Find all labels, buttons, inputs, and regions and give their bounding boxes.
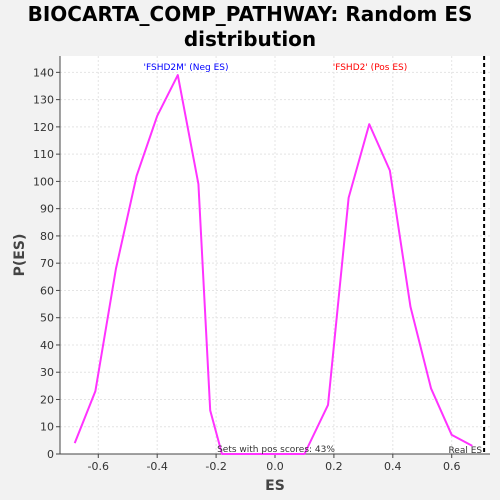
y-tick-label: 20: [40, 393, 54, 406]
annotation-layer: Real ES 'FSHD2M' (Neg ES) 'FSHD2' (Pos ES)…: [144, 56, 486, 456]
x-tick-label: 0.4: [384, 460, 402, 473]
y-tick-label: 10: [40, 421, 54, 434]
real-es-label: Real ES: [448, 446, 482, 456]
x-tick-label: -0.2: [205, 460, 226, 473]
series-layer: [73, 74, 473, 455]
y-tick-label: 140: [33, 66, 54, 79]
x-tick-label: 0.2: [325, 460, 343, 473]
y-axis-label: P(ES): [12, 234, 28, 277]
x-tick-label: -0.4: [146, 460, 167, 473]
x-tick-label: 0.0: [266, 460, 284, 473]
pos-es-label: 'FSHD2' (Pos ES): [333, 63, 408, 73]
pos-scores-label: Sets with pos scores: 43%: [217, 445, 335, 455]
y-tick-label: 90: [40, 203, 54, 216]
plot-area: [60, 56, 490, 454]
y-tick-label: 120: [33, 121, 54, 134]
axes: 0 10 20 30 40 50 60 70 80 90 100 110 120 130 140 -0.6 -0…: [33, 56, 490, 473]
y-tick-label: 70: [40, 257, 54, 270]
y-tick-label: 110: [33, 148, 54, 161]
x-tick-label: 0.6: [443, 460, 461, 473]
y-tick-label: 30: [40, 366, 54, 379]
series-line: [73, 74, 473, 455]
x-axis-label: ES: [265, 478, 285, 494]
chart-title-line-2: distribution: [183, 27, 317, 51]
y-tick-label: 130: [33, 94, 54, 107]
y-tick-label: 50: [40, 312, 54, 325]
y-tick-label: 100: [33, 175, 54, 188]
y-tick-label: 80: [40, 230, 54, 243]
y-tick-label: 40: [40, 339, 54, 352]
neg-es-label: 'FSHD2M' (Neg ES): [144, 63, 229, 73]
y-tick-label: 0: [47, 448, 54, 461]
x-tick-label: -0.6: [88, 460, 109, 473]
chart-title: BIOCARTA_COMP_PATHWAY: Random ES distrib…: [0, 2, 500, 52]
chart-title-line-1: BIOCARTA_COMP_PATHWAY: Random ES: [27, 2, 473, 26]
y-tick-label: 60: [40, 284, 54, 297]
